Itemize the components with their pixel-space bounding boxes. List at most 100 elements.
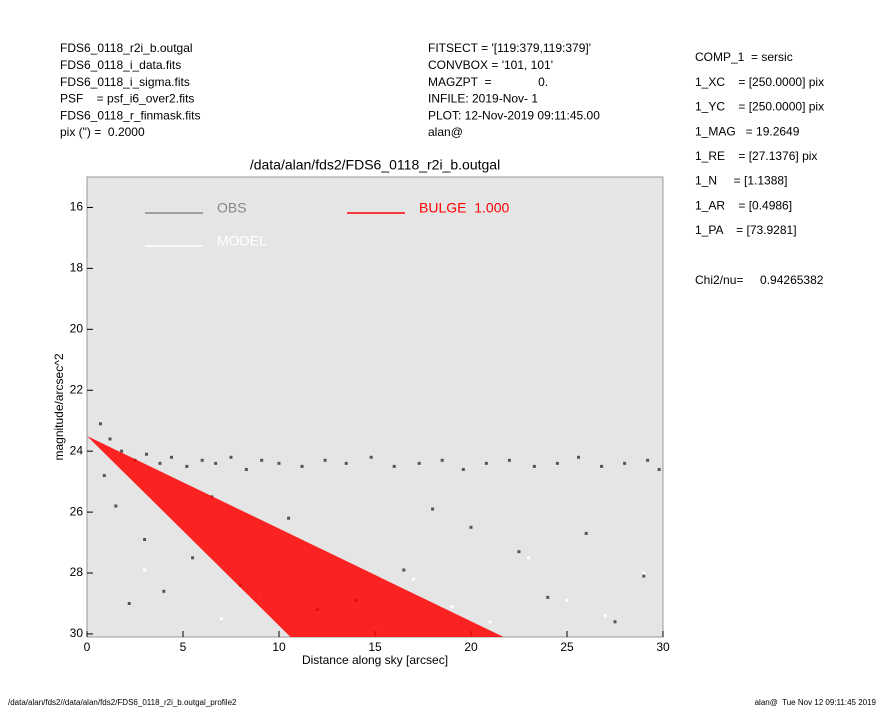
data-point <box>392 464 396 468</box>
data-point <box>191 556 195 560</box>
data-point <box>517 550 521 554</box>
data-point <box>158 461 162 465</box>
data-point <box>450 605 454 609</box>
data-point <box>488 620 492 624</box>
data-point <box>127 601 131 605</box>
data-point <box>219 617 223 621</box>
param-line: 1_MAG = 19.2649 <box>695 124 800 138</box>
data-point <box>300 464 304 468</box>
y-tick-label: 24 <box>70 443 84 457</box>
param-line: 1_RE = [27.1376] pix <box>695 149 817 163</box>
header-middle-line: alan@ <box>428 125 463 139</box>
legend-label: BULGE 1.000 <box>419 200 509 216</box>
footer-left: /data/alan/fds2//data/alan/fds2/FDS6_011… <box>8 698 237 707</box>
data-point <box>461 467 465 471</box>
param-line: 1_YC = [250.0000] pix <box>695 100 824 114</box>
data-point <box>603 614 607 618</box>
data-point <box>555 461 559 465</box>
y-tick-label: 28 <box>70 565 84 579</box>
data-point <box>369 455 373 459</box>
model-fan <box>87 435 504 637</box>
x-tick-label: 5 <box>180 640 187 654</box>
header-middle-line: FITSECT = '[119:379,119:379]' <box>428 41 591 55</box>
data-point <box>642 574 646 578</box>
header-middle-line: PLOT: 12-Nov-2019 09:11:45.00 <box>428 108 600 122</box>
param-line: 1_PA = [73.9281] <box>695 223 797 237</box>
data-point <box>260 458 264 462</box>
chi2: Chi2/nu= 0.94265382 <box>695 273 824 287</box>
data-point <box>642 571 646 575</box>
x-axis-label: Distance along sky [arcsec] <box>302 653 448 667</box>
header-left-line: pix (") = 0.2000 <box>60 125 145 139</box>
y-tick-label: 22 <box>70 382 84 396</box>
data-point <box>229 455 233 459</box>
data-point <box>287 516 291 520</box>
data-point <box>214 461 218 465</box>
data-point <box>623 461 627 465</box>
data-point <box>98 422 102 426</box>
data-point <box>185 464 189 468</box>
data-point <box>613 620 617 624</box>
data-point <box>507 458 511 462</box>
data-point <box>200 458 204 462</box>
param-line: 1_XC = [250.0000] pix <box>695 75 824 89</box>
data-point <box>646 458 650 462</box>
data-point <box>527 556 531 560</box>
data-point <box>584 531 588 535</box>
header-middle-line: INFILE: 2019-Nov- 1 <box>428 92 538 106</box>
data-point <box>469 525 473 529</box>
data-point <box>484 461 488 465</box>
x-tick-label: 25 <box>560 640 574 654</box>
header-left-line: FDS6_0118_i_sigma.fits <box>60 75 190 89</box>
y-tick-label: 16 <box>70 200 84 214</box>
header-left-line: FDS6_0118_i_data.fits <box>60 58 181 72</box>
data-point <box>108 437 112 441</box>
data-point <box>323 458 327 462</box>
data-point <box>440 458 444 462</box>
param-line: 1_N = [1.1388] <box>695 174 787 188</box>
data-point <box>277 461 281 465</box>
data-point <box>145 452 149 456</box>
x-tick-label: 20 <box>464 640 478 654</box>
data-point <box>162 589 166 593</box>
y-tick-label: 18 <box>70 261 84 275</box>
header-left-line: FDS6_0118_r2i_b.outgal <box>60 41 193 55</box>
data-point <box>402 568 406 572</box>
data-point <box>431 507 435 511</box>
data-point <box>120 449 124 453</box>
y-tick-label: 20 <box>70 321 84 335</box>
data-point <box>114 504 118 508</box>
data-point <box>657 467 661 471</box>
data-point <box>577 455 581 459</box>
data-point <box>546 595 550 599</box>
header-middle-line: CONVBOX = '101, 101' <box>428 58 553 72</box>
param-line: COMP_1 = sersic <box>695 50 793 64</box>
y-tick-label: 30 <box>70 626 84 640</box>
data-point <box>143 538 147 542</box>
y-axis-label: magnitude/arcsec^2 <box>52 353 66 460</box>
x-tick-label: 0 <box>84 640 91 654</box>
data-point <box>169 455 173 459</box>
legend-label: OBS <box>217 200 247 216</box>
header-left-line: PSF = psf_i6_over2.fits <box>60 92 194 106</box>
plot-area <box>86 176 664 638</box>
header-left-line: FDS6_0118_r_finmask.fits <box>60 108 201 122</box>
param-line: 1_AR = [0.4986] <box>695 198 792 212</box>
data-point <box>411 577 415 581</box>
x-tick-label: 15 <box>368 640 382 654</box>
header-middle-line: MAGZPT = 0. <box>428 75 548 89</box>
data-point <box>417 461 421 465</box>
chart-title: /data/alan/fds2/FDS6_0118_r2i_b.outgal <box>250 157 500 173</box>
data-point <box>102 474 106 478</box>
data-point <box>344 461 348 465</box>
data-point <box>143 568 147 572</box>
data-point <box>600 464 604 468</box>
x-tick-label: 10 <box>272 640 286 654</box>
footer-right: alan@ Tue Nov 12 09:11:45 2019 <box>755 698 877 707</box>
data-point <box>244 467 248 471</box>
y-tick-label: 26 <box>70 504 84 518</box>
legend-label: MODEL <box>217 233 267 249</box>
x-tick-label: 30 <box>656 640 670 654</box>
data-point <box>565 598 569 602</box>
